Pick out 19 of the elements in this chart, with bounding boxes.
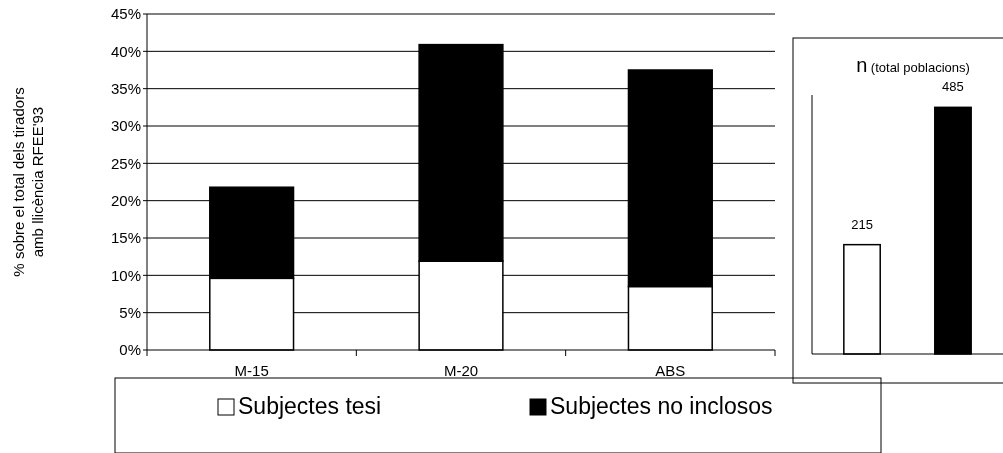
y-tick-label: 40%: [110, 42, 141, 60]
y-tick-label: 35%: [110, 79, 141, 97]
x-tick-label: M-15: [234, 362, 269, 379]
y-tick-label: 15%: [110, 229, 141, 247]
y-tick-label: 30%: [110, 117, 141, 135]
legend-label: Subjectes tesi: [238, 393, 382, 419]
data-label: 215: [851, 216, 873, 232]
y-axis-title: % sobre el total dels tiradors amb llicència RFEE'93: [10, 87, 46, 277]
data-label: 485: [942, 79, 964, 95]
x-tick-label: M-20: [443, 362, 479, 379]
y-tick-label: 10%: [110, 266, 141, 284]
y-tick-label: 25%: [110, 154, 141, 172]
chart-title: n (total poblacions): [856, 54, 970, 76]
y-tick-label: 20%: [110, 191, 141, 209]
legend-label: Subjectes no inclosos: [550, 393, 773, 419]
x-tick-label: ABS: [655, 362, 686, 379]
y-tick-label: 5%: [119, 303, 141, 321]
y-tick-label: 45%: [110, 5, 141, 23]
y-tick-label: 0%: [119, 341, 141, 359]
